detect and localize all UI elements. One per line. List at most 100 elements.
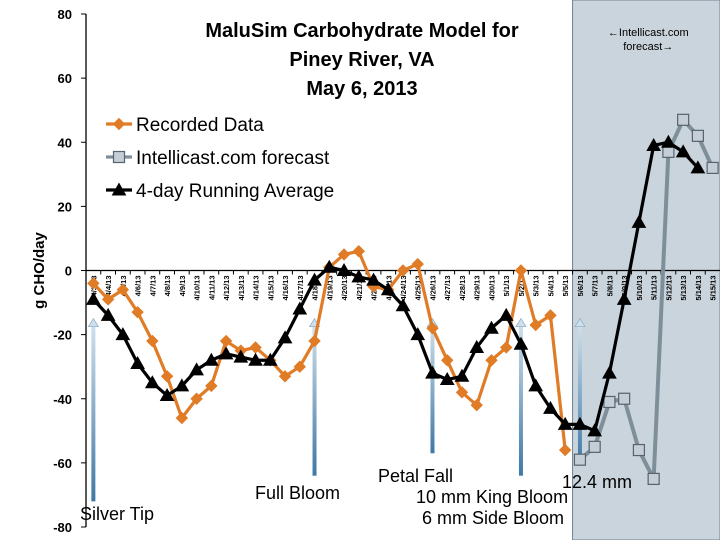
x-tick-label: 4/6/13 bbox=[134, 276, 143, 297]
data-point-triangle bbox=[498, 307, 514, 321]
data-point-triangle bbox=[469, 339, 485, 353]
data-point-triangle bbox=[336, 262, 352, 276]
data-point-triangle bbox=[380, 282, 396, 296]
data-point-square bbox=[662, 145, 675, 158]
stage-arrow-shaft bbox=[518, 324, 523, 476]
x-tick-label: 5/5/13 bbox=[561, 276, 570, 297]
x-tick-label: 4/14/13 bbox=[252, 276, 261, 301]
x-tick-label: 4/21/13 bbox=[355, 276, 364, 301]
legend-label: 4-day Running Average bbox=[136, 181, 334, 202]
x-tick-label: 5/4/13 bbox=[546, 276, 555, 297]
data-point-diamond bbox=[470, 398, 483, 412]
data-point-square bbox=[647, 472, 660, 486]
stage-label: Full Bloom bbox=[255, 483, 340, 503]
data-point-triangle bbox=[86, 291, 101, 305]
x-tick-label: 4/19/13 bbox=[325, 276, 334, 301]
stage-arrow-shaft bbox=[312, 324, 317, 476]
y-tick-label: 0 bbox=[65, 264, 72, 279]
x-tick-label: 4/20/13 bbox=[340, 276, 349, 301]
x-tick-label: 4/30/13 bbox=[487, 276, 496, 301]
data-point-diamond bbox=[352, 245, 365, 258]
x-tick-label: 4/17/13 bbox=[296, 276, 305, 301]
x-tick-label: 5/9/13 bbox=[620, 276, 629, 297]
data-point-diamond bbox=[278, 370, 292, 383]
data-point-triangle bbox=[690, 160, 706, 174]
data-point-triangle bbox=[233, 349, 249, 363]
stage-arrow-head bbox=[87, 317, 100, 327]
legend-marker-square bbox=[112, 150, 126, 164]
data-point-triangle bbox=[616, 291, 632, 305]
x-tick-label: 5/10/13 bbox=[635, 276, 644, 301]
data-point-diamond bbox=[175, 411, 189, 425]
x-tick-label: 4/28/13 bbox=[458, 276, 467, 301]
data-point-triangle bbox=[454, 368, 470, 382]
x-tick-label: 4/10/13 bbox=[193, 276, 202, 301]
x-tick-label: 5/12/13 bbox=[664, 276, 673, 301]
data-point-diamond bbox=[455, 386, 469, 399]
data-point-diamond bbox=[529, 318, 542, 332]
forecast-label: ←Intellicast.com bbox=[608, 27, 689, 39]
data-point-triangle bbox=[100, 307, 116, 321]
stage-label: 10 mm King Bloom bbox=[416, 487, 568, 507]
x-tick-label: 4/27/13 bbox=[443, 276, 452, 301]
data-point-diamond bbox=[544, 309, 557, 322]
stage-label: Petal Fall bbox=[378, 466, 453, 486]
y-axis-title: g CHO/day bbox=[31, 232, 48, 309]
data-point-diamond bbox=[426, 322, 439, 335]
stage-label: 12.4 mm bbox=[562, 472, 632, 492]
legend-label: Intellicast.com forecast bbox=[136, 148, 330, 169]
x-tick-label: 4/9/13 bbox=[178, 276, 187, 297]
x-tick-label: 4/13/13 bbox=[237, 276, 246, 301]
data-point-triangle bbox=[513, 336, 529, 350]
legend-label: Recorded Data bbox=[136, 115, 264, 136]
stage-label: 6 mm Side Bloom bbox=[422, 508, 564, 528]
data-point-diamond bbox=[160, 370, 174, 383]
x-tick-label: 4/26/13 bbox=[428, 276, 437, 301]
data-point-triangle bbox=[218, 346, 234, 360]
y-tick-label: -60 bbox=[53, 456, 72, 471]
data-point-triangle bbox=[425, 365, 440, 379]
x-tick-label: 4/18/13 bbox=[311, 276, 320, 301]
stage-label: Silver Tip bbox=[80, 504, 154, 524]
x-tick-label: 5/8/13 bbox=[605, 276, 614, 297]
data-point-diamond bbox=[190, 392, 203, 405]
x-tick-label: 4/7/13 bbox=[148, 276, 157, 297]
x-tick-label: 4/8/13 bbox=[163, 276, 172, 297]
data-point-triangle bbox=[130, 355, 145, 369]
data-point-diamond bbox=[485, 354, 498, 367]
data-point-triangle bbox=[587, 423, 603, 437]
data-point-diamond bbox=[514, 264, 528, 277]
data-point-triangle bbox=[646, 137, 662, 151]
x-tick-label: 5/11/13 bbox=[650, 276, 659, 301]
stage-arrow-head bbox=[574, 317, 586, 327]
data-point-triangle bbox=[321, 259, 337, 273]
data-point-diamond bbox=[116, 283, 130, 296]
data-point-diamond bbox=[308, 334, 321, 348]
x-tick-label: 5/15/13 bbox=[709, 276, 718, 301]
chart-title-line: May 6, 2013 bbox=[306, 78, 417, 100]
data-point-triangle bbox=[528, 378, 544, 392]
y-tick-label: -20 bbox=[53, 328, 72, 343]
data-point-diamond bbox=[396, 264, 410, 277]
data-point-triangle bbox=[174, 378, 190, 392]
data-point-diamond bbox=[131, 305, 144, 319]
data-point-diamond bbox=[500, 341, 513, 354]
x-tick-label: 4/4/13 bbox=[104, 276, 113, 297]
x-tick-label: 5/2/13 bbox=[517, 276, 526, 297]
stage-arrow-shaft bbox=[577, 324, 582, 463]
data-point-triangle bbox=[189, 362, 204, 376]
data-point-triangle bbox=[366, 272, 381, 286]
data-point-diamond bbox=[87, 277, 100, 290]
data-point-square bbox=[691, 129, 704, 142]
legend-marker-diamond bbox=[112, 117, 126, 131]
data-point-diamond bbox=[293, 360, 306, 373]
x-tick-label: 4/11/13 bbox=[207, 276, 216, 301]
data-point-diamond bbox=[205, 379, 218, 393]
data-point-triangle bbox=[410, 327, 426, 341]
x-tick-label: 5/1/13 bbox=[502, 276, 511, 297]
data-point-square bbox=[706, 161, 719, 174]
data-point-diamond bbox=[101, 293, 115, 306]
y-tick-label: 60 bbox=[58, 71, 72, 86]
data-point-triangle bbox=[351, 269, 367, 283]
